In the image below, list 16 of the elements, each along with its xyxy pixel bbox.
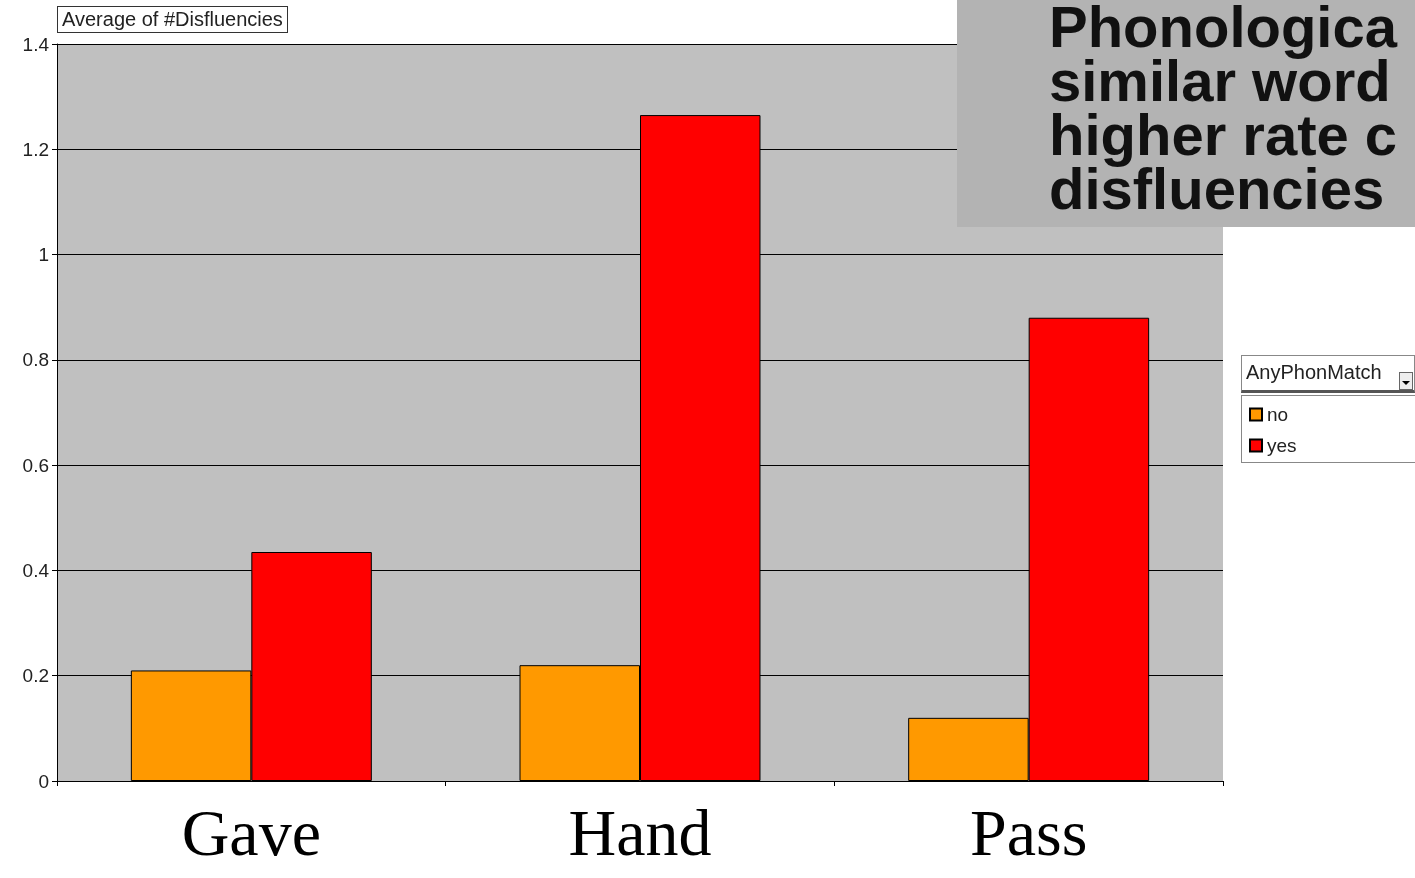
x-tick-label: Pass (969, 795, 1088, 869)
annotation: Phonologica similar word higher rate c disfluencies (957, 0, 1415, 227)
y-tick-label: 0 (38, 770, 49, 792)
y-tick-label: 0.8 (22, 349, 49, 371)
legend-title: AnyPhonMatch (1241, 355, 1415, 393)
legend-label: no (1267, 404, 1289, 425)
legend-label: yes (1267, 435, 1297, 456)
y-tick-label: 0.6 (22, 454, 49, 476)
x-tick-label: Hand (568, 795, 712, 869)
y-axis-title: Average of #Disfluencies (57, 6, 288, 33)
x-tick-label: Gave (181, 795, 321, 869)
y-tick-label: 1 (38, 244, 49, 266)
y-tick-label: 1.2 (22, 138, 49, 160)
y-tick-label: 1.4 (22, 33, 50, 55)
y-tick-label: 0.4 (22, 559, 50, 581)
y-tick-label: 0.2 (22, 665, 49, 687)
